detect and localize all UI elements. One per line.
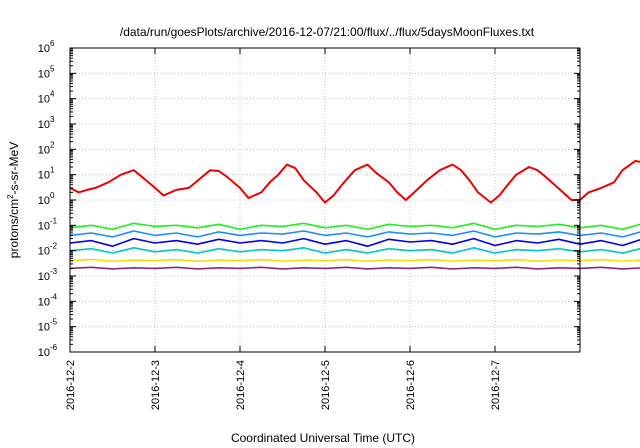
- series-line: [69, 247, 640, 254]
- x-tick-label: 2016-12-2: [65, 360, 77, 410]
- x-tick-label: 2016-12-6: [405, 360, 417, 410]
- y-tick-exponent: -3: [50, 267, 58, 276]
- y-tick-exponent: -4: [50, 292, 58, 301]
- y-tick-label: 10: [38, 43, 50, 55]
- x-tick-label: 2016-12-4: [235, 360, 247, 410]
- grid: [70, 48, 580, 352]
- x-tick-label: 2016-12-5: [320, 360, 332, 410]
- y-tick-label: 10: [38, 220, 50, 232]
- y-tick-label: 10: [38, 271, 50, 283]
- y-tick-exponent: 5: [50, 64, 55, 73]
- y-tick-label: 10: [38, 144, 50, 156]
- y-tick-exponent: 3: [50, 115, 55, 124]
- y-tick-label: 10: [38, 322, 50, 334]
- x-axis: 2016-12-2 2016-12-3 2016-12-4 2016-12-5 2016…: [65, 48, 502, 410]
- y-tick-label: 10: [38, 195, 50, 207]
- series-line: [69, 222, 640, 231]
- plot-lines: [69, 159, 640, 270]
- y-tick-exponent: -5: [50, 318, 58, 327]
- y-tick-exponent: 1: [50, 166, 55, 175]
- y-axis-label-rest: -s-sr-MeV: [7, 142, 21, 195]
- y-tick-exponent: 0: [50, 191, 55, 200]
- y-tick-exponent: 6: [50, 39, 55, 48]
- x-tick-label: 2016-12-7: [490, 360, 502, 410]
- y-tick-label: 10: [38, 246, 50, 258]
- y-tick-exponent: -2: [50, 242, 58, 251]
- series-line: [69, 159, 640, 204]
- series-line: [69, 237, 640, 247]
- y-axis-label: protons/cm2-s-sr-MeV: [6, 142, 21, 258]
- series-line: [69, 266, 640, 270]
- x-tick-label: 2016-12-3: [150, 360, 162, 410]
- y-axis-label-base: protons/cm: [7, 199, 21, 258]
- y-tick-label: 10: [38, 170, 50, 182]
- y-tick-exponent: -6: [50, 343, 58, 352]
- chart-title: /data/run/goesPlots/archive/2016-12-07/2…: [120, 25, 535, 39]
- y-tick-label: 10: [38, 296, 50, 308]
- y-tick-exponent: -1: [50, 216, 58, 225]
- y-tick-exponent: 2: [50, 140, 55, 149]
- y-axis-label-sup: 2: [6, 194, 15, 199]
- x-axis-label: Coordinated Universal Time (UTC): [231, 431, 415, 445]
- y-axis: 10 -610 -510 -410 -310 -210 -110 010 110 210 310 41…: [38, 39, 580, 359]
- series-line: [69, 230, 640, 238]
- y-tick-label: 10: [38, 94, 50, 106]
- y-tick-label: 10: [38, 347, 50, 359]
- series-line: [69, 258, 640, 263]
- y-tick-exponent: 4: [50, 90, 55, 99]
- y-tick-label: 10: [38, 119, 50, 131]
- y-tick-label: 10: [38, 68, 50, 80]
